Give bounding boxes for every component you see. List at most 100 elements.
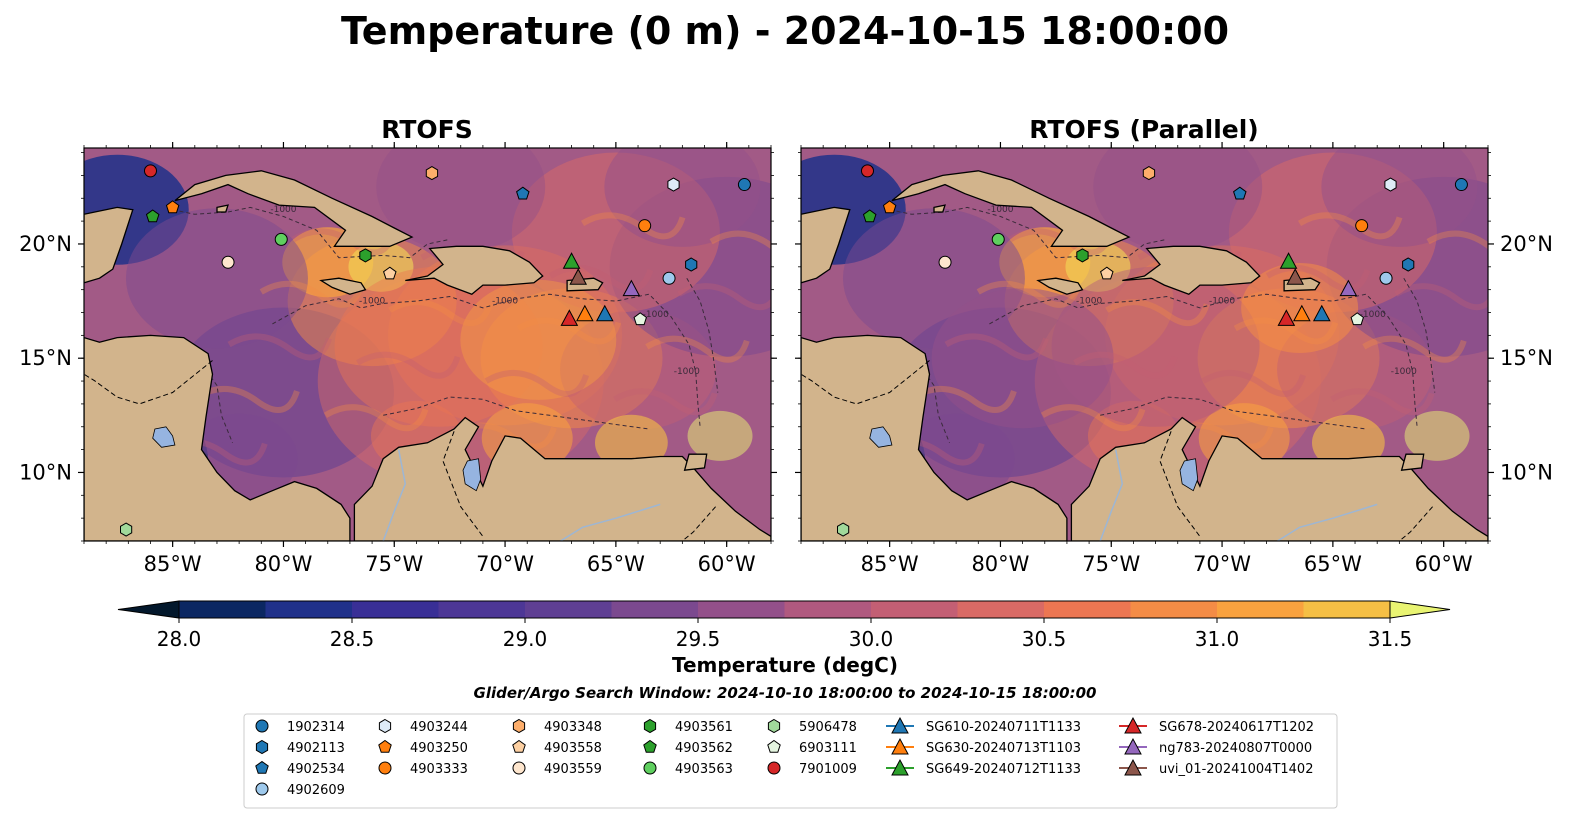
marker-ng783-20240807T0000-rtofs xyxy=(622,279,641,297)
y-tick-label: 15°N xyxy=(19,346,72,370)
legend-label: SG610-20240711T1133 xyxy=(926,720,1081,735)
marker-SG610-20240711T1133-rtofs xyxy=(595,304,614,322)
legend-label: 4902609 xyxy=(287,783,345,798)
marker-4902113-rtofs xyxy=(685,257,698,272)
colorbar-tick-label: 29.0 xyxy=(503,627,548,651)
colorbar-segment xyxy=(1303,601,1391,618)
marker-4903562-rtofs-parallel xyxy=(862,209,877,223)
legend-item-5906478: 5906478 xyxy=(767,718,857,735)
legend-item-4902609: 4902609 xyxy=(255,782,345,798)
legend-label: 4903563 xyxy=(675,762,733,777)
marker-4903558-rtofs-parallel xyxy=(1100,266,1114,280)
legend-item-SG649-20240712T1133: SG649-20240712T1133 xyxy=(886,758,1081,777)
y-tick-label: 20°N xyxy=(19,232,72,256)
map-content-rtofs: -1000 -1000 -1000 -1000 -1000 xyxy=(84,148,771,541)
marker-5906478-rtofs-parallel xyxy=(837,522,850,537)
legend-label: 4902113 xyxy=(287,741,345,756)
marker-1902314-rtofs-parallel xyxy=(1454,178,1468,192)
marker-4903250-rtofs-parallel xyxy=(882,200,897,214)
marker-SG678-20240617T1202-rtofs-parallel xyxy=(1277,309,1296,326)
panel-rtofs-parallel: RTOFS (Parallel) -1000-1000 -1000-1000-10… xyxy=(795,115,1553,576)
colorbar-segment xyxy=(957,601,1045,618)
legend-item-4903348: 4903348 xyxy=(512,718,602,735)
legend-label: uvi_01-20241004T1402 xyxy=(1159,762,1313,777)
legend-label: 5906478 xyxy=(799,720,857,735)
svg-text:-1000: -1000 xyxy=(1360,310,1386,320)
marker-4902609-rtofs-parallel xyxy=(1379,271,1393,285)
marker-5906478-legend xyxy=(767,718,781,734)
marker-4903348-rtofs xyxy=(425,166,439,181)
marker-4903559-rtofs-parallel xyxy=(938,255,952,269)
marker-4903563-rtofs-parallel xyxy=(991,232,1005,246)
marker-SG630-20240713T1103-rtofs-parallel xyxy=(1293,304,1311,322)
marker-1902314-rtofs xyxy=(737,178,751,192)
marker-uvi_01-20241004T1402-rtofs xyxy=(569,268,588,285)
colorbar-label: Temperature (degC) xyxy=(672,653,898,677)
marker-4903244-rtofs xyxy=(667,177,680,192)
marker-SG630-20240713T1103-rtofs xyxy=(576,304,594,322)
legend-item-7901009: 7901009 xyxy=(767,761,857,777)
x-tick-label: 65°W xyxy=(1304,552,1362,576)
marker-4903563-legend xyxy=(643,761,657,775)
marker-SG649-20240712T1133-rtofs-parallel xyxy=(1279,252,1298,269)
colorbar-segment xyxy=(265,601,353,618)
marker-4902534-rtofs xyxy=(516,186,530,200)
marker-4903348-legend xyxy=(512,718,526,734)
colorbar-segment xyxy=(1130,601,1218,618)
marker-uvi_01-20241004T1402-legend xyxy=(1124,758,1142,776)
marker-4903333-legend xyxy=(378,761,392,775)
colorbar: 28.0 28.5 29.0 29.5 30.0 30.5 31.0 31.5 Tempera… xyxy=(117,600,1451,677)
marker-ng783-20240807T0000-legend xyxy=(1124,737,1142,755)
panel-rtofs: RTOFS -1000 -1000 -1000 -1000 -1000 85°W 80°W… xyxy=(19,115,777,576)
legend-label: 4903250 xyxy=(410,741,468,756)
colorbar-segment xyxy=(438,601,526,618)
colorbar-tick-label: 29.5 xyxy=(676,627,721,651)
marker-4903558-rtofs xyxy=(383,266,397,280)
figure-title: Temperature (0 m) - 2024-10-15 18:00:00 xyxy=(341,9,1229,53)
y-tick-label: 10°N xyxy=(1500,460,1553,484)
search-window-note: Glider/Argo Search Window: 2024-10-10 18… xyxy=(474,684,1097,702)
svg-text:-1000: -1000 xyxy=(270,205,296,215)
marker-ng783-20240807T0000-rtofs-parallel xyxy=(1339,279,1358,297)
marker-4903561-rtofs xyxy=(359,248,372,263)
legend-label: 4903561 xyxy=(675,720,733,735)
y-tick-label: 15°N xyxy=(1500,346,1553,370)
colorbar-tick-label: 28.5 xyxy=(330,627,375,651)
legend-item-4902113: 4902113 xyxy=(255,739,345,756)
svg-text:-1000: -1000 xyxy=(643,310,669,320)
legend-label: SG630-20240713T1103 xyxy=(926,741,1081,756)
colorbar-segment xyxy=(525,601,612,618)
svg-text:-1000: -1000 xyxy=(359,296,385,306)
legend-label: SG678-20240617T1202 xyxy=(1159,720,1314,735)
marker-7901009-rtofs-parallel xyxy=(860,164,874,178)
x-tick-label: 85°W xyxy=(861,552,919,576)
legend-item-1902314: 1902314 xyxy=(255,719,345,735)
marker-4903558-legend xyxy=(512,739,526,753)
colorbar-tick-label: 31.5 xyxy=(1368,627,1413,651)
y-tick-label: 20°N xyxy=(1500,232,1553,256)
legend-item-4903561: 4903561 xyxy=(643,718,733,735)
legend-item-uvi_01-20241004T1402: uvi_01-20241004T1402 xyxy=(1119,758,1313,777)
map-content-rtofs-parallel: -1000 -1000 -1000 -1000 -1000 xyxy=(801,148,1488,541)
marker-4903559-legend xyxy=(512,761,526,775)
colorbar-segment xyxy=(611,601,699,618)
colorbar-segment xyxy=(871,601,958,618)
marker-4903561-rtofs-parallel xyxy=(1076,248,1089,263)
legend-item-6903111: 6903111 xyxy=(767,739,857,756)
x-tick-label: 75°W xyxy=(365,552,423,576)
svg-text:-1000: -1000 xyxy=(1209,296,1235,306)
legend-label: 4903244 xyxy=(410,720,468,735)
marker-4903244-legend xyxy=(378,718,392,734)
marker-6903111-rtofs-parallel xyxy=(1350,312,1364,326)
marker-4903562-rtofs xyxy=(145,209,160,223)
legend-item-SG610-20240711T1133: SG610-20240711T1133 xyxy=(886,716,1081,735)
legend-item-4903563: 4903563 xyxy=(643,761,733,777)
marker-4903333-rtofs-parallel xyxy=(1355,219,1369,233)
map-frame-rtofs-parallel xyxy=(800,147,1489,542)
x-tick-label: 60°W xyxy=(1415,552,1473,576)
x-tick-label: 85°W xyxy=(144,552,202,576)
svg-text:-1000: -1000 xyxy=(492,296,518,306)
x-tick-label: 65°W xyxy=(587,552,645,576)
panel-title-rtofs-parallel: RTOFS (Parallel) xyxy=(1029,115,1258,144)
y-tick-label: 10°N xyxy=(19,460,72,484)
